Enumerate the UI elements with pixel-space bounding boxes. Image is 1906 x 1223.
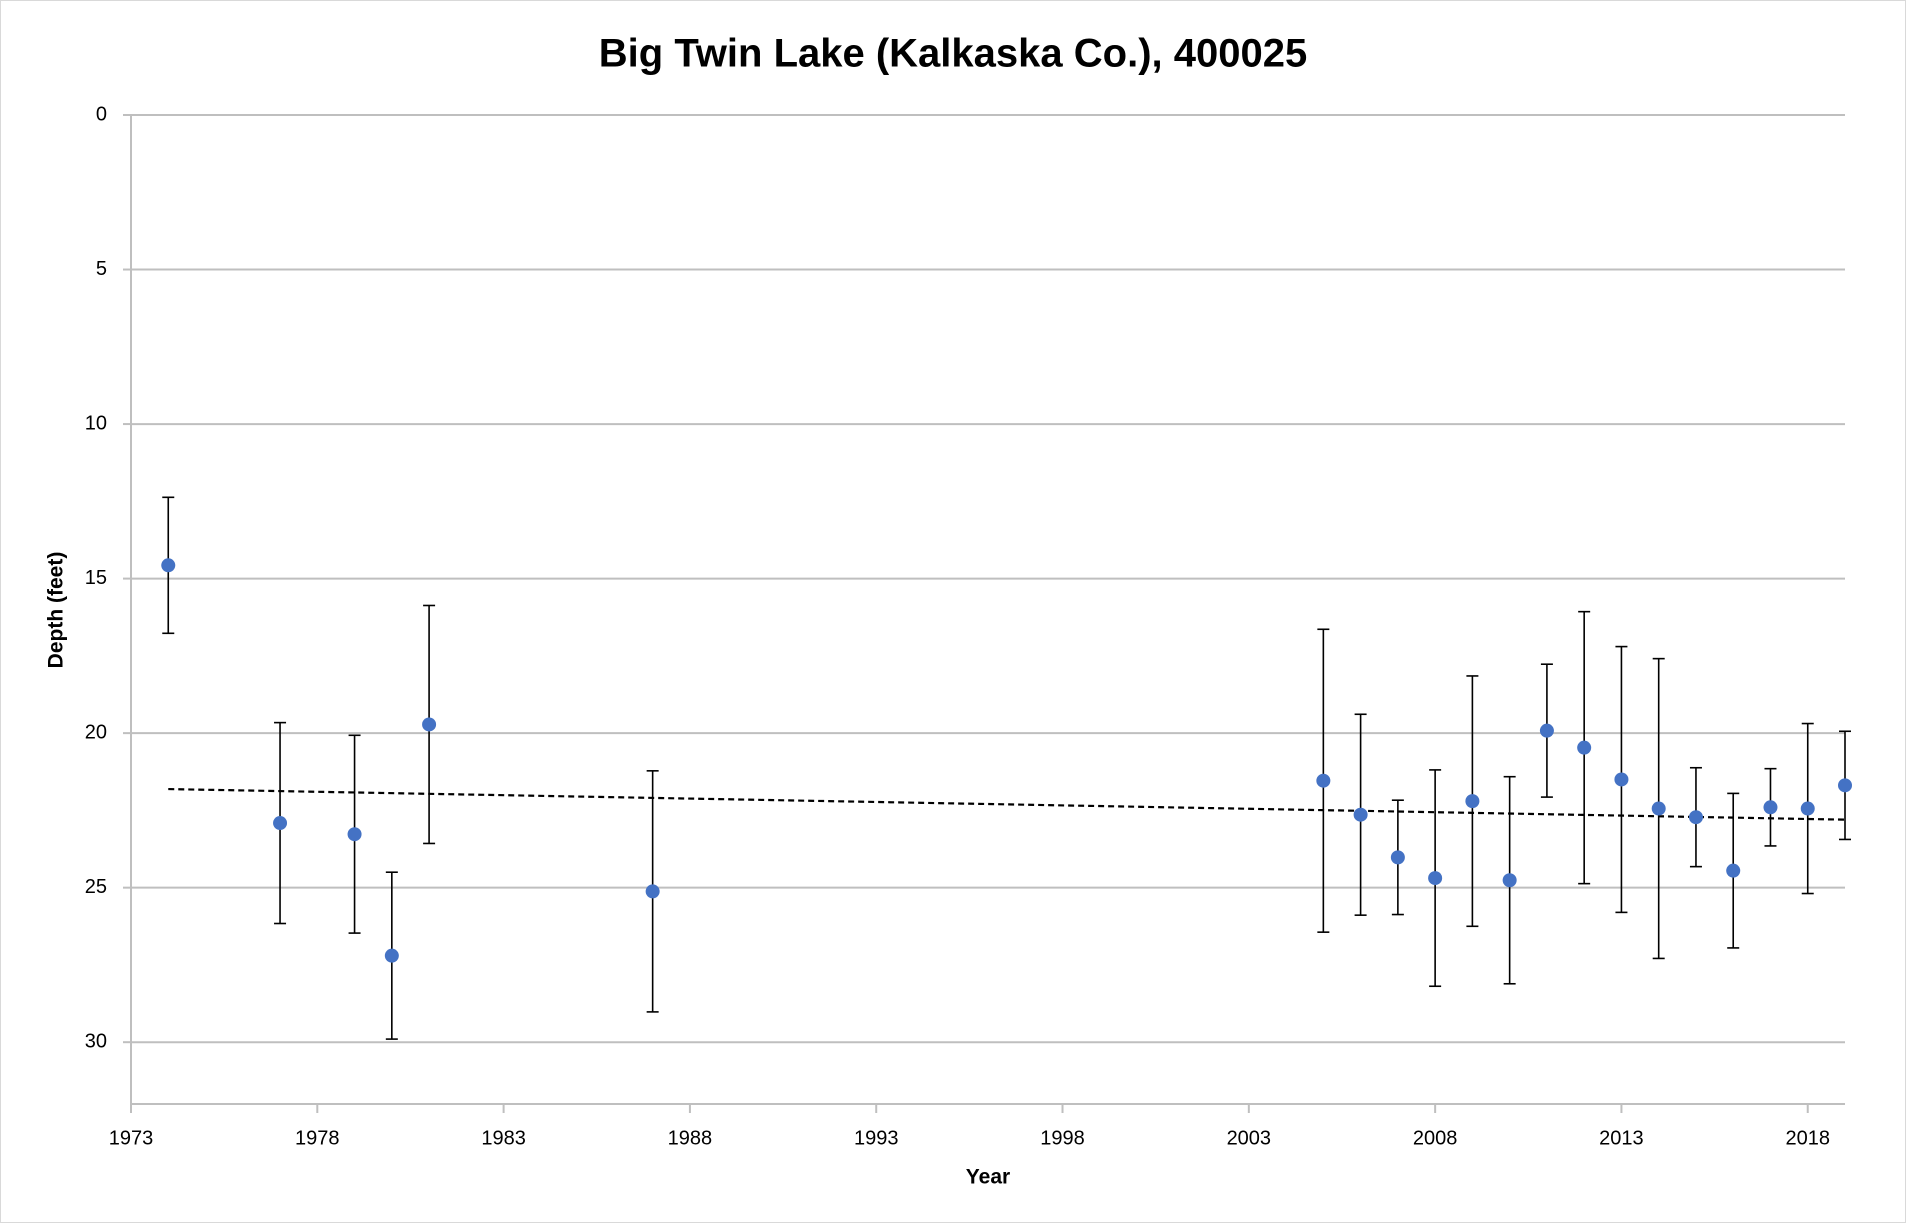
data-point [645,884,660,899]
data-point [1539,723,1554,738]
y-tick-label: 20 [85,721,107,743]
y-tick-label: 15 [85,567,107,589]
data-point [1502,873,1517,888]
y-tick-label: 25 [85,876,107,898]
data-point [1726,863,1741,878]
data-point [1800,801,1815,816]
data-point [1390,850,1405,865]
data-point [1577,740,1592,755]
data-point [161,558,176,573]
chart-title: Big Twin Lake (Kalkaska Co.), 400025 [599,32,1307,76]
data-point [1614,772,1629,787]
x-tick-label: 1993 [854,1127,899,1149]
data-point [1763,800,1778,815]
y-tick-label: 10 [85,412,107,434]
data-point [384,948,399,963]
x-tick-label: 2018 [1785,1127,1830,1149]
x-tick-label: 1973 [109,1127,154,1149]
data-point [1688,810,1703,825]
y-tick-label: 0 [96,103,107,125]
y-tick-label: 5 [96,258,107,280]
x-tick-label: 1998 [1040,1127,1085,1149]
x-tick-label: 2008 [1413,1127,1458,1149]
data-point [1465,794,1480,809]
data-point [422,717,437,732]
y-axis-label: Depth (feet) [45,552,68,669]
data-point [273,816,288,831]
data-point [1651,801,1666,816]
x-tick-label: 1988 [668,1127,713,1149]
data-point [1428,871,1443,886]
x-tick-label: 2013 [1599,1127,1644,1149]
x-tick-label: 2003 [1227,1127,1272,1149]
x-tick-label: 1978 [295,1127,340,1149]
y-tick-label: 30 [85,1030,107,1052]
data-point [1838,778,1852,793]
data-point [347,827,362,842]
data-point [1316,773,1331,788]
x-tick-label: 1983 [481,1127,526,1149]
data-point [1353,807,1368,822]
x-axis-label: Year [966,1166,1010,1189]
